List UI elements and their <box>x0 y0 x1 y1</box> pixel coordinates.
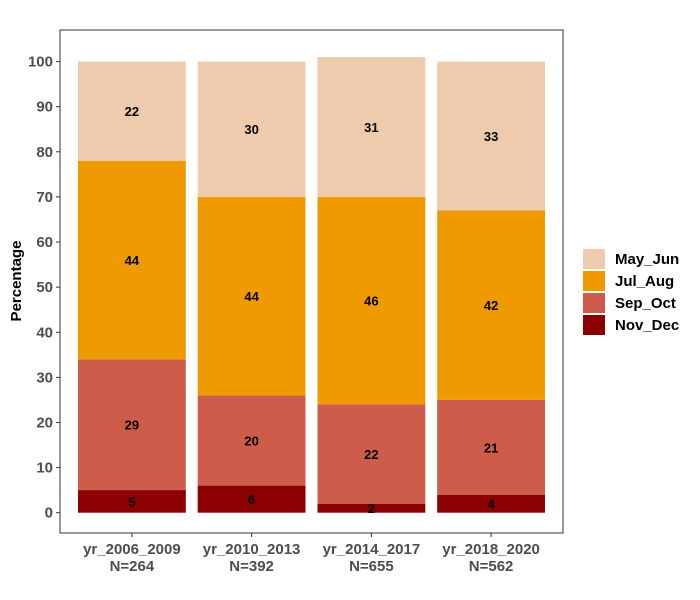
bar-segment-may_jun-yr_2014_2017 <box>317 57 426 197</box>
legend: May_Jun Jul_Aug Sep_Oct Nov_Dec <box>583 249 679 335</box>
bar-segment-sep_oct-yr_2018_2020 <box>437 399 545 495</box>
y-tick-label: 70 <box>36 189 53 206</box>
x-tick-label: yr_2010_2013 <box>203 541 301 558</box>
bar-segment-may_jun-yr_2006_2009 <box>78 61 186 161</box>
bars-layer <box>78 57 545 513</box>
x-tick-sublabel: N=264 <box>110 558 155 575</box>
legend-label-sep_oct: Sep_Oct <box>615 295 676 312</box>
bar-segment-jul_aug-yr_2014_2017 <box>317 196 426 405</box>
legend-key-jul_aug <box>583 271 605 291</box>
x-tick-sublabel: N=392 <box>229 558 274 575</box>
data-label-may_jun-yr_2010_2013: 30 <box>244 122 258 137</box>
bar-segment-may_jun-yr_2018_2020 <box>437 61 545 211</box>
bar-segment-nov_dec-yr_2014_2017 <box>317 503 426 513</box>
y-tick-label: 80 <box>36 144 53 161</box>
bar-segment-sep_oct-yr_2006_2009 <box>78 359 186 491</box>
data-label-may_jun-yr_2018_2020: 33 <box>484 129 498 144</box>
legend-label-jul_aug: Jul_Aug <box>615 273 674 290</box>
data-label-jul_aug-yr_2014_2017: 46 <box>364 294 378 309</box>
y-tick-label: 100 <box>28 54 53 71</box>
legend-label-nov_dec: Nov_Dec <box>615 317 679 334</box>
y-tick-label: 10 <box>36 460 53 477</box>
data-label-jul_aug-yr_2018_2020: 42 <box>484 298 498 313</box>
data-label-may_jun-yr_2006_2009: 22 <box>125 104 139 119</box>
x-tick-label: yr_2014_2017 <box>323 541 421 558</box>
bar-segment-jul_aug-yr_2018_2020 <box>437 210 545 400</box>
y-tick-label: 0 <box>45 505 53 522</box>
y-axis: 0 10 20 30 40 50 60 70 80 90 100 <box>28 54 60 522</box>
panel-border <box>59 29 564 534</box>
bar-segment-nov_dec-yr_2006_2009 <box>78 490 186 513</box>
data-label-sep_oct-yr_2010_2013: 20 <box>244 434 258 449</box>
x-tick-label: yr_2006_2009 <box>83 541 181 558</box>
legend-key-sep_oct <box>583 293 605 313</box>
bar-segment-sep_oct-yr_2014_2017 <box>317 404 426 504</box>
y-tick-label: 20 <box>36 415 53 432</box>
bar-segment-nov_dec-yr_2010_2013 <box>197 485 306 513</box>
legend-label-may_jun: May_Jun <box>615 251 679 268</box>
data-label-sep_oct-yr_2018_2020: 21 <box>484 440 498 455</box>
bar-segment-jul_aug-yr_2010_2013 <box>197 196 306 396</box>
data-label-sep_oct-yr_2014_2017: 22 <box>364 447 378 462</box>
data-label-may_jun-yr_2014_2017: 31 <box>364 120 378 135</box>
y-tick-label: 40 <box>36 324 53 341</box>
y-axis-title: Percentage <box>8 241 25 322</box>
data-label-nov_dec-yr_2018_2020: 4 <box>487 497 495 512</box>
bar-segment-jul_aug-yr_2006_2009 <box>78 160 186 360</box>
y-tick-label: 30 <box>36 369 53 386</box>
x-tick-sublabel: N=655 <box>349 558 394 575</box>
data-label-nov_dec-yr_2014_2017: 2 <box>368 501 375 516</box>
legend-key-may_jun <box>583 249 605 269</box>
y-tick-label: 60 <box>36 234 53 251</box>
data-label-jul_aug-yr_2006_2009: 44 <box>125 253 140 268</box>
data-label-nov_dec-yr_2006_2009: 5 <box>128 494 135 509</box>
x-tick-label: yr_2018_2020 <box>442 541 540 558</box>
y-tick-label: 90 <box>36 99 53 116</box>
legend-key-nov_dec <box>583 315 605 335</box>
bar-segment-may_jun-yr_2010_2013 <box>197 61 306 197</box>
data-label-jul_aug-yr_2010_2013: 44 <box>244 289 259 304</box>
data-label-sep_oct-yr_2006_2009: 29 <box>125 418 139 433</box>
x-tick-sublabel: N=562 <box>469 558 514 575</box>
bar-segment-sep_oct-yr_2010_2013 <box>197 395 306 486</box>
y-tick-label: 50 <box>36 279 53 296</box>
data-label-nov_dec-yr_2010_2013: 6 <box>248 492 255 507</box>
bar-segment-nov_dec-yr_2018_2020 <box>437 494 545 513</box>
